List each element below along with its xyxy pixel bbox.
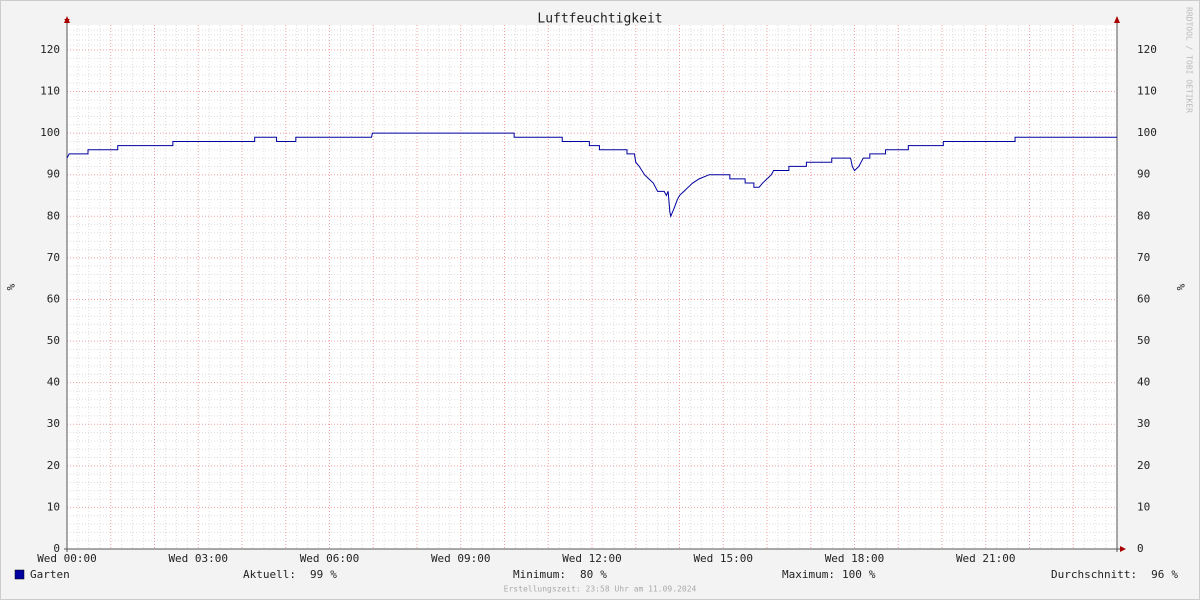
y2-tick-label: 30 xyxy=(1137,417,1150,430)
y2-tick-label: 20 xyxy=(1137,459,1150,472)
x-tick-label: Wed 00:00 xyxy=(37,552,97,565)
axis-arrow xyxy=(1114,16,1120,23)
y2-tick-label: 90 xyxy=(1137,168,1150,181)
stat-label: Minimum: xyxy=(513,568,566,581)
stat-label: Aktuell: xyxy=(243,568,296,581)
x-tick-label: Wed 18:00 xyxy=(825,552,885,565)
y2-tick-label: 50 xyxy=(1137,334,1150,347)
stat-label: Maximum: xyxy=(782,568,835,581)
x-tick-label: Wed 12:00 xyxy=(562,552,622,565)
y-tick-label: 50 xyxy=(47,334,60,347)
line-series xyxy=(66,132,1117,218)
legend-entry: Garten xyxy=(30,568,70,581)
x-tick-label: Wed 06:00 xyxy=(300,552,360,565)
axis-arrow xyxy=(1120,546,1126,552)
x-tick-label: Wed 21:00 xyxy=(956,552,1016,565)
y2-tick-label: 70 xyxy=(1137,251,1150,264)
stat-unit: % xyxy=(869,568,876,581)
y-tick-label: 80 xyxy=(47,209,60,222)
y2-tick-label: 100 xyxy=(1137,126,1157,139)
y-tick-label: 20 xyxy=(47,459,60,472)
stat-value: 99 xyxy=(310,568,323,581)
y2-tick-label: 120 xyxy=(1137,43,1157,56)
x-tick-label: Wed 15:00 xyxy=(693,552,753,565)
y-tick-label: 100 xyxy=(40,126,60,139)
watermark: RRDTOOL / TOBI OETIKER xyxy=(1185,7,1194,113)
stat: Maximum: 100% xyxy=(782,568,876,581)
y-tick-label: 10 xyxy=(47,500,60,513)
stat-value: 100 xyxy=(842,568,862,581)
stat-unit: % xyxy=(330,568,337,581)
y-tick-label: 110 xyxy=(40,85,60,98)
x-tick-label: Wed 09:00 xyxy=(431,552,491,565)
stat: Minimum: 80% xyxy=(513,568,607,581)
y2-tick-label: 40 xyxy=(1137,376,1150,389)
stat-label: Durchschnitt: xyxy=(1051,568,1137,581)
y-tick-label: 30 xyxy=(47,417,60,430)
y-tick-label: 60 xyxy=(47,292,60,305)
stat-value: 80 xyxy=(580,568,593,581)
y-axis-label: % xyxy=(4,284,17,291)
stat: Durchschnitt: 96% xyxy=(1051,568,1178,581)
y2-tick-label: 60 xyxy=(1137,292,1150,305)
y-tick-label: 0 xyxy=(53,542,60,555)
stat-value: 96 xyxy=(1151,568,1164,581)
axis-arrow xyxy=(64,16,70,23)
footer: Erstellungszeit: 23:58 Uhr am 11.09.2024 xyxy=(504,585,697,594)
y-tick-label: 40 xyxy=(47,376,60,389)
y-tick-label: 120 xyxy=(40,43,60,56)
y2-tick-label: 110 xyxy=(1137,85,1157,98)
y-tick-label: 90 xyxy=(47,168,60,181)
legend-swatch xyxy=(14,569,25,580)
chart-title: Luftfeuchtigkeit xyxy=(537,12,662,27)
stat-unit: % xyxy=(1171,568,1178,581)
y2-tick-label: 0 xyxy=(1137,542,1144,555)
stat: Aktuell: 99% xyxy=(243,568,337,581)
y-tick-label: 70 xyxy=(47,251,60,264)
y2-tick-label: 80 xyxy=(1137,209,1150,222)
y2-tick-label: 10 xyxy=(1137,500,1150,513)
stat-unit: % xyxy=(600,568,607,581)
x-tick-label: Wed 03:00 xyxy=(168,552,228,565)
y2-axis-label: % xyxy=(1174,284,1187,291)
